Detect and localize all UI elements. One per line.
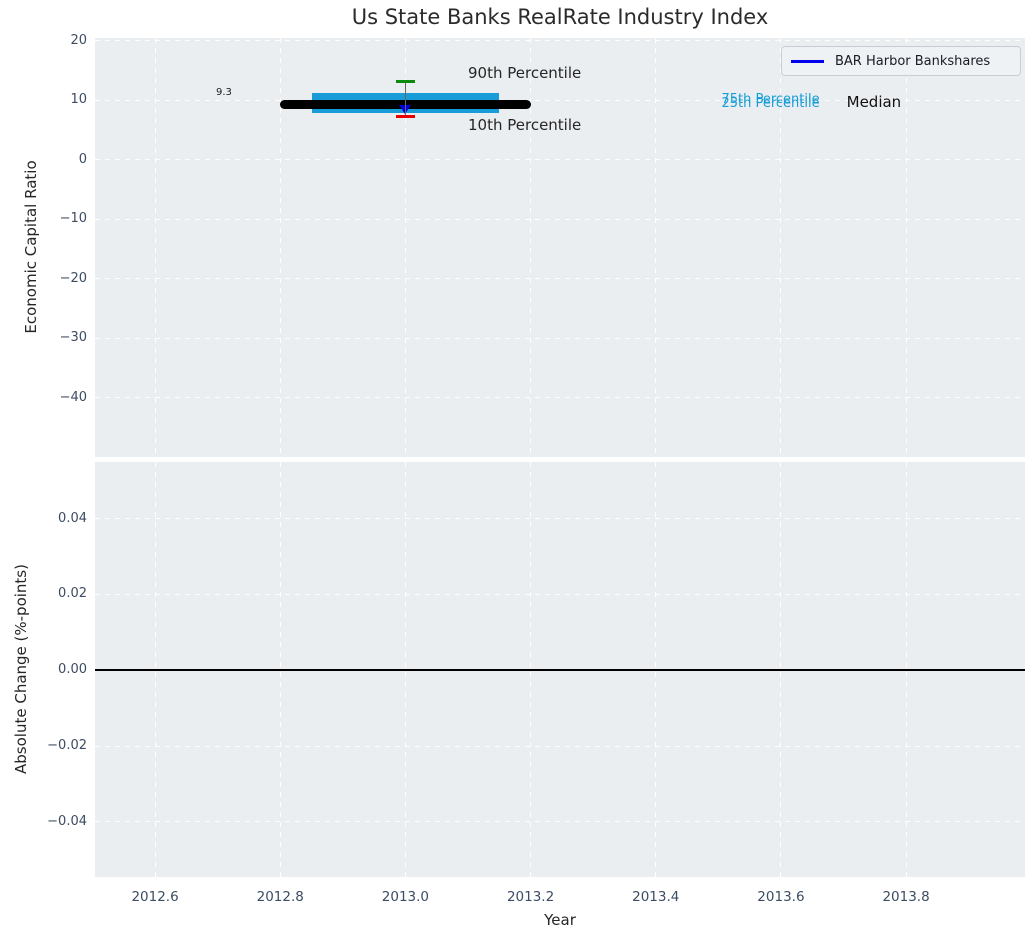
x-tick-label: 2013.4 [632,889,680,905]
x-gridline [404,38,406,457]
y-gridline [95,397,1025,399]
annotation: 90th Percentile [468,63,582,82]
x-gridline [655,38,657,457]
x-tick-label: 2012.6 [131,889,179,905]
y-gridline [95,40,1025,42]
y-gridline [95,518,1025,520]
y-gridline [95,278,1025,280]
x-gridline [154,38,156,457]
p90-cap [396,79,415,83]
x-tick-label: 2013.0 [381,889,430,905]
y-tick-label: −10 [59,211,87,227]
p10-cap [396,114,415,118]
y-gridline [95,337,1025,339]
y-gridline [95,593,1025,595]
x-gridline [905,38,907,457]
x-tick-label: 2012.8 [256,889,304,905]
legend-line-swatch [791,59,824,63]
y-tick-label: 10 [70,92,87,108]
annotation: 75th Percentile [721,92,820,107]
x-tick-label: 2013.6 [757,889,805,905]
x-gridline [279,38,281,457]
chart-title: Us State Banks RealRate Industry Index [351,5,769,29]
y-tick-label: −0.02 [47,738,87,754]
y-tick-label: 20 [70,32,87,48]
y-tick-label: −40 [59,389,87,405]
y-tick-label: 0.04 [58,510,87,526]
y-tick-label: −0.04 [47,813,87,829]
y-tick-label: −20 [59,270,87,286]
annotation: Median [846,92,902,111]
x-tick-label: 2013.2 [506,889,555,905]
y-gridline [95,99,1025,101]
y-axis-label-top: Economic Capital Ratio [22,160,40,334]
annotation: 25th Percentile [721,96,820,112]
legend-label: BAR Harbor Bankshares [835,53,991,69]
legend: BAR Harbor Bankshares [781,46,1021,76]
x-gridline [780,38,782,457]
bottom-plot-area [95,462,1025,877]
y-gridline [95,159,1025,161]
y-tick-label: 0.00 [58,662,87,678]
x-axis-label: Year [544,911,576,929]
top-plot-area: 9.3 90th Percentile 10th Percentile 75th Pe… [95,38,1025,457]
zero-line [95,669,1025,672]
annotation: 9.3 [215,87,232,99]
y-gridline [95,821,1025,823]
y-tick-label: 0.02 [58,586,87,602]
y-tick-label: −30 [59,330,87,346]
annotation: 10th Percentile [468,115,582,134]
whisker-line [404,81,407,117]
y-gridline [95,218,1025,220]
x-gridline [530,38,532,457]
y-axis-label-bottom: Absolute Change (%-points) [12,564,30,774]
x-tick-label: 2013.8 [882,889,930,905]
y-gridline [95,745,1025,747]
y-tick-label: 0 [78,151,87,167]
